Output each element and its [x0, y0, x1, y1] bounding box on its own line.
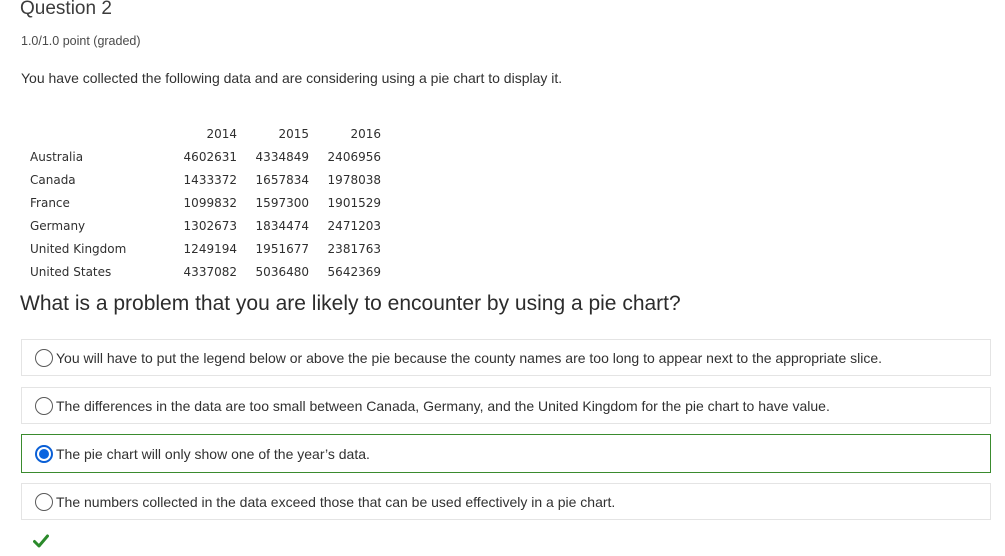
answer-choice-4[interactable]: The numbers collected in the data exceed…: [21, 483, 991, 520]
table-row: France 1099832 1597300 1901529: [25, 192, 381, 215]
table-cell-country: Germany: [30, 219, 86, 233]
checkmark-icon: [33, 534, 49, 553]
data-table-image: 2014 2015 2016 Australia 4602631 4334849…: [21, 110, 382, 286]
table-cell-country: Canada: [30, 173, 76, 187]
table-header-year: 2016: [350, 127, 381, 141]
answer-choice-label: You will have to put the legend below or…: [56, 349, 883, 366]
table-row: Australia 4602631 4334849 2406956: [25, 146, 381, 169]
question-prompt: You have collected the following data an…: [21, 70, 563, 86]
table-cell: 1433372: [183, 173, 237, 187]
table-row: Canada 1433372 1657834 1978038: [25, 169, 381, 192]
table-cell-country: France: [30, 196, 70, 210]
table-cell: 4334849: [255, 150, 309, 164]
table-row: United States 4337082 5036480 5642369: [25, 261, 381, 284]
radio-button[interactable]: [35, 396, 53, 415]
table-cell: 1978038: [327, 173, 381, 187]
answer-choice-2[interactable]: The differences in the data are too smal…: [21, 387, 991, 424]
score-label: 1.0/1.0 point (graded): [21, 34, 141, 48]
radio-button[interactable]: [35, 492, 53, 511]
table-cell: 2471203: [327, 219, 381, 233]
table-header-year: 2014: [206, 127, 237, 141]
radio-button[interactable]: [35, 348, 53, 367]
table-cell: 2381763: [327, 242, 381, 256]
table-cell: 5036480: [255, 265, 309, 279]
answer-choice-label: The pie chart will only show one of the …: [56, 445, 370, 462]
table-cell: 1657834: [255, 173, 309, 187]
table-cell-country: United States: [30, 265, 112, 279]
table-cell-country: Australia: [30, 150, 84, 164]
answer-choice-3[interactable]: The pie chart will only show one of the …: [21, 434, 991, 473]
table-cell: 4602631: [183, 150, 237, 164]
table-cell: 1099832: [183, 196, 237, 210]
answer-choice-1[interactable]: You will have to put the legend below or…: [21, 339, 991, 376]
table-cell: 1834474: [255, 219, 309, 233]
question-title: Question 2: [20, 0, 112, 19]
table-row: Germany 1302673 1834474 2471203: [25, 215, 381, 238]
radio-button-selected[interactable]: [35, 444, 53, 463]
table-cell: 1951677: [255, 242, 309, 256]
table-cell: 2406956: [327, 150, 381, 164]
table-cell: 1302673: [183, 219, 237, 233]
table-cell: 1901529: [327, 196, 381, 210]
table-header-row: 2014 2015 2016: [25, 123, 381, 146]
table-cell: 1597300: [255, 196, 309, 210]
data-table: 2014 2015 2016 Australia 4602631 4334849…: [25, 123, 381, 284]
answer-choice-label: The differences in the data are too smal…: [56, 397, 830, 414]
table-header-year: 2015: [278, 127, 309, 141]
question-text: What is a problem that you are likely to…: [20, 292, 681, 315]
table-cell: 1249194: [183, 242, 237, 256]
table-cell: 4337082: [183, 265, 237, 279]
table-header-blank: [25, 123, 165, 146]
table-cell-country: United Kingdom: [30, 242, 127, 256]
table-cell: 5642369: [327, 265, 381, 279]
table-row: United Kingdom 1249194 1951677 2381763: [25, 238, 381, 261]
answer-choice-label: The numbers collected in the data exceed…: [56, 493, 616, 510]
